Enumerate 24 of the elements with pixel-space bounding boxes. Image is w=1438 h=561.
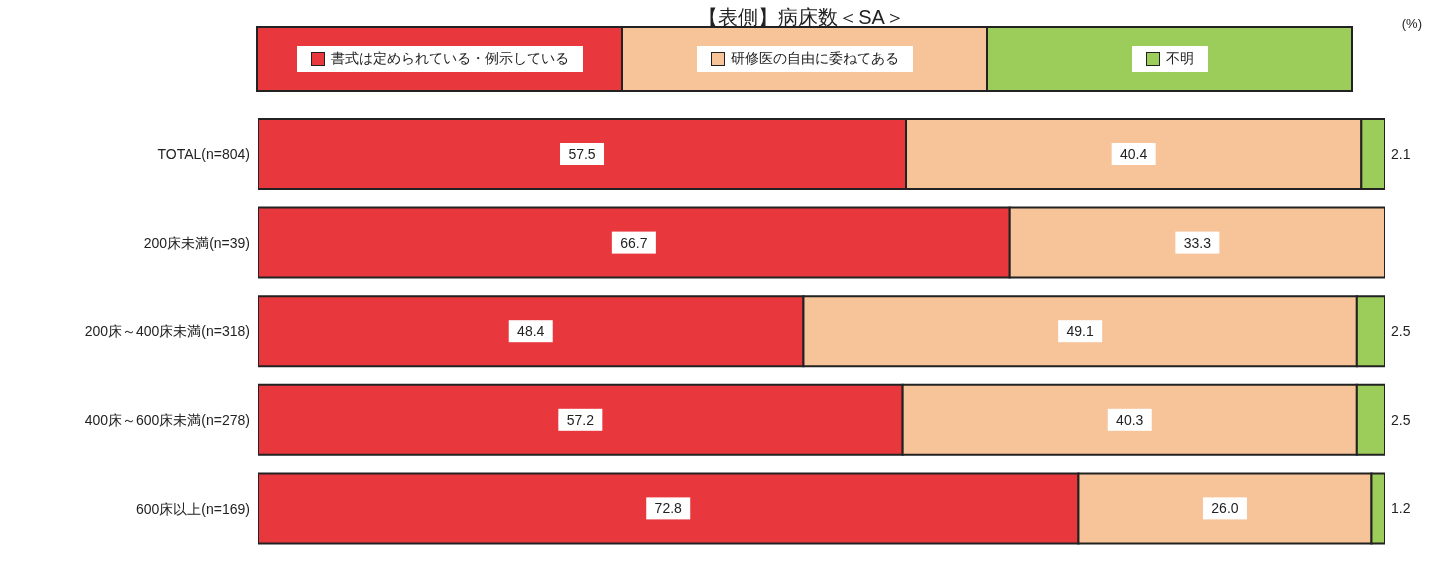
legend-label: 研修医の自由に委ねてある [696, 46, 913, 72]
data-label: 2.1 [1391, 146, 1411, 162]
data-label: 26.0 [1211, 500, 1239, 517]
data-label: 40.4 [1120, 146, 1148, 162]
data-label: 40.3 [1116, 411, 1144, 428]
data-label: 2.5 [1391, 323, 1411, 340]
y-tick-label: 600床以上(n=169) [135, 500, 250, 517]
data-label: 48.4 [517, 323, 545, 340]
y-tick-label: 200床～400床未満(n=318) [84, 323, 250, 340]
data-label: 57.5 [568, 146, 596, 162]
chart-title: 【表側】病床数＜SA＞ [697, 5, 906, 30]
legend-label: 不明 [1131, 46, 1208, 72]
y-tick-label: TOTAL(n=804) [157, 146, 250, 163]
data-label: 2.5 [1391, 411, 1411, 428]
text: (%) [1401, 16, 1422, 31]
y-tick-label: 200床未満(n=39) [143, 234, 250, 251]
legend-label: 書式は定められている・例示している [296, 46, 583, 72]
data-label: 49.1 [1066, 323, 1094, 340]
data-label: 57.2 [566, 411, 595, 428]
data-label: 33.3 [1183, 234, 1212, 251]
data-label: 1.2 [1391, 500, 1411, 517]
y-tick-label: 400床～600床未満(n=278) [84, 412, 250, 429]
data-label: 72.8 [654, 500, 683, 517]
data-label: 66.7 [620, 234, 648, 251]
